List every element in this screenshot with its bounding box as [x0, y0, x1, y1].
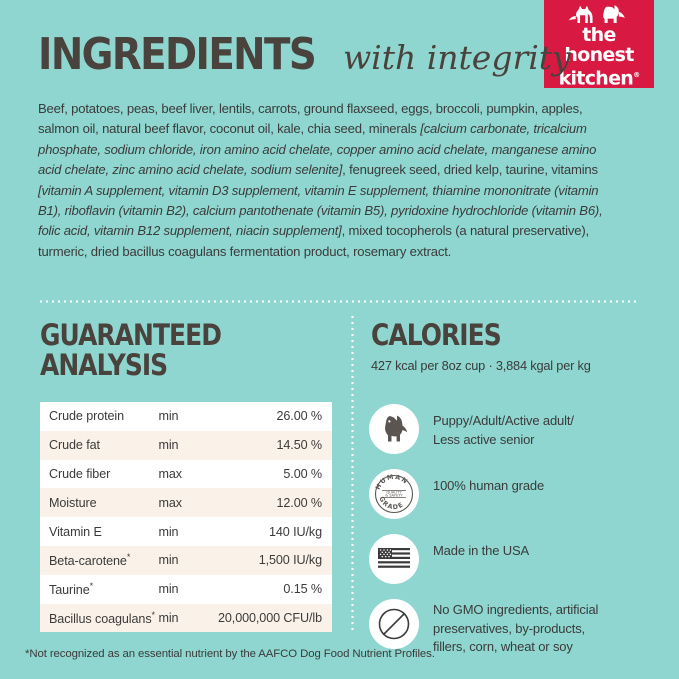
feature-life-stage: Puppy/Adult/Active adult/ Less active se…	[369, 404, 649, 456]
dog-icon	[369, 404, 419, 454]
cat-and-dog-silhouette-icon	[568, 5, 625, 23]
guaranteed-analysis-footnote: *Not recognized as an essential nutrient…	[25, 648, 435, 660]
seal-top-text: HUMAN	[374, 473, 409, 491]
qualifier-cell: min	[158, 409, 179, 424]
logo-text-honest: honest	[564, 43, 634, 66]
qualifier-cell: min	[158, 524, 179, 539]
feature-no-gmo-line2: preservatives, by-products,	[433, 620, 586, 636]
footnote-marker: *	[89, 581, 94, 592]
qualifier-cell: min	[158, 582, 179, 597]
nutrient-name-cell: Vitamin E	[49, 524, 102, 539]
table-row: Crude fat min 14.50 %	[40, 430, 332, 460]
feature-no-gmo-line3: fillers, corn, wheat or soy	[433, 639, 573, 654]
nutrient-name-cell: Beta-carotene*	[49, 552, 131, 569]
table-row: Taurine* min 0.15 %	[40, 574, 332, 604]
feature-life-stage-line2: Less active senior	[433, 431, 535, 447]
feature-life-stage-line1: Puppy/Adult/Active adult/	[433, 413, 574, 428]
value-cell: 26.00 %	[276, 409, 322, 424]
feature-made-in-usa: Made in the USA	[369, 534, 649, 586]
brand-logo: the honest kitchen®	[544, 0, 654, 88]
logo-text-the: the	[582, 23, 616, 46]
feature-no-gmo-line1: No GMO ingredients, artificial	[433, 602, 599, 617]
nutrient-name-cell: Crude fiber	[49, 466, 111, 481]
svg-text:QUALITY: QUALITY	[386, 491, 402, 495]
table-row: Crude fiber max 5.00 %	[40, 459, 332, 489]
ingredients-paragraph: Beef, potatoes, peas, beef liver, lentil…	[38, 99, 616, 262]
qualifier-cell: min	[158, 553, 179, 568]
qualifier-cell: max	[158, 495, 182, 510]
ingredients-minerals: [calcium carbonate, tricalcium phosphate…	[38, 121, 597, 178]
table-row: Crude protein min 26.00 %	[40, 402, 332, 431]
ingredients-header: INGREDIENTS with integrity	[38, 33, 571, 77]
nutrient-name-cell: Moisture	[49, 495, 97, 510]
value-cell: 1,500 IU/kg	[258, 553, 322, 568]
table-row: Vitamin E min 140 IU/kg	[40, 517, 332, 546]
vertical-divider	[351, 314, 354, 632]
value-cell: 12.00 %	[276, 495, 322, 510]
value-cell: 14.50 %	[276, 438, 322, 453]
feature-human-grade: HUMAN GRADE QUALITY & SAFETY 100% human …	[369, 469, 649, 521]
svg-text:& SAFETY: & SAFETY	[385, 494, 403, 498]
feature-no-gmo: No GMO ingredients, artificial preservat…	[369, 599, 649, 657]
footnote-marker: *	[126, 552, 131, 563]
guaranteed-analysis-title-line2: ANALYSIS	[40, 348, 168, 382]
nutrient-name-cell: Bacillus coagulans*	[49, 609, 156, 627]
feature-made-in-usa-text: Made in the USA	[433, 543, 530, 558]
value-cell: 140 IU/kg	[268, 524, 322, 539]
guaranteed-analysis-table: Crude protein min 26.00 % Crude fat min 14.50…	[40, 402, 332, 633]
value-cell: 0.15 %	[283, 582, 322, 597]
value-cell: 20,000,000 CFU/lb	[217, 610, 322, 625]
ingredients-part-3: , mixed tocopherols (a natural preservat…	[38, 223, 589, 259]
nutrient-name-cell: Taurine*	[49, 581, 94, 598]
table-row: Bacillus coagulans* min 20,000,000 CFU/lb	[40, 603, 332, 633]
page-title: INGREDIENTS	[38, 29, 317, 80]
feature-life-stage-text: Puppy/Adult/Active adult/ Less active se…	[433, 404, 574, 449]
ingredients-part-2: , fenugreek seed, dried kelp, taurine, v…	[342, 162, 598, 178]
guaranteed-analysis-title-line1: GUARANTEED	[40, 318, 222, 352]
horizontal-divider	[38, 300, 638, 303]
table-row: Beta-carotene* min 1,500 IU/kg	[40, 545, 332, 575]
qualifier-cell: min	[158, 610, 179, 625]
usa-flag-icon	[369, 534, 419, 584]
feature-list: Puppy/Adult/Active adult/ Less active se…	[369, 404, 649, 670]
footnote-marker: *	[151, 609, 156, 620]
ingredients-vitamins: [vitamin A supplement, vitamin D3 supple…	[38, 182, 603, 239]
feature-no-gmo-text: No GMO ingredients, artificial preservat…	[433, 599, 598, 657]
no-symbol-icon	[369, 599, 419, 649]
registered-trademark-icon: ®	[633, 70, 640, 79]
ingredients-part-1: Beef, potatoes, peas, beef liver, lentil…	[38, 101, 583, 137]
qualifier-cell: max	[158, 466, 182, 481]
svg-text:HUMAN: HUMAN	[374, 473, 410, 491]
calories-subtitle: 427 kcal per 8oz cup · 3,884 kgal per kg	[371, 358, 591, 373]
human-grade-seal-icon: HUMAN GRADE QUALITY & SAFETY	[369, 469, 419, 519]
feature-human-grade-text: 100% human grade	[433, 478, 545, 493]
table-row: Moisture max 12.00 %	[40, 488, 332, 518]
guaranteed-analysis-title: GUARANTEED ANALYSIS	[40, 320, 298, 380]
page-subtitle: with integrity	[342, 38, 571, 77]
qualifier-cell: min	[158, 438, 179, 453]
value-cell: 5.00 %	[283, 466, 322, 481]
logo-text-kitchen: kitchen®	[558, 67, 641, 89]
nutrient-name-cell: Crude protein	[49, 409, 125, 424]
calories-title: CALORIES	[371, 318, 502, 352]
nutrient-name-cell: Crude fat	[49, 438, 100, 453]
